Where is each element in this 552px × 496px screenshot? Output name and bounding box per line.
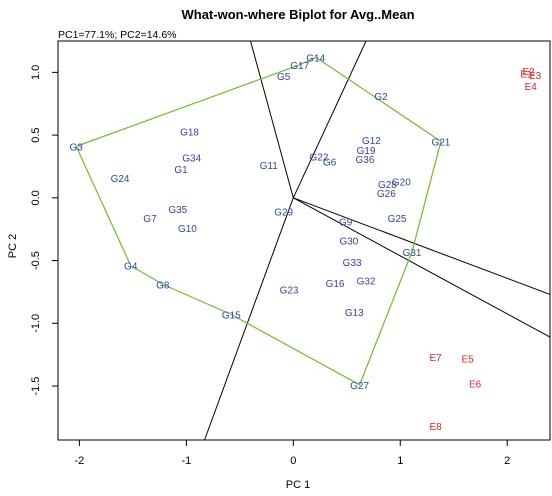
genotype-label-g36: G36 xyxy=(356,155,375,166)
genotype-label-g27: G27 xyxy=(350,381,369,392)
genotype-label-g28: G28 xyxy=(378,180,397,191)
plot-frame xyxy=(57,40,551,441)
genotype-label-g10: G10 xyxy=(178,224,197,235)
genotype-label-g3: G3 xyxy=(70,142,84,153)
y-tick-label: 0.0 xyxy=(30,190,42,205)
environment-label-e8: E8 xyxy=(429,422,442,433)
environment-label-e5: E5 xyxy=(462,354,475,365)
genotype-label-g8: G8 xyxy=(156,280,170,291)
y-tick-label: 0.5 xyxy=(30,127,42,142)
genotype-label-g4: G4 xyxy=(124,262,138,273)
environment-label-e6: E6 xyxy=(469,380,482,391)
genotype-label-g32: G32 xyxy=(357,277,376,288)
genotype-label-g20: G20 xyxy=(392,178,411,189)
y-tick-label: -1.5 xyxy=(30,377,42,396)
environment-label-e1: E1 xyxy=(520,70,533,81)
genotype-label-g16: G16 xyxy=(326,279,345,290)
chart-title: What-won-where Biplot for Avg..Mean xyxy=(181,7,414,22)
environment-label-e2: E2 xyxy=(522,67,535,78)
x-tick-label: 2 xyxy=(504,455,510,467)
environment-label-e7: E7 xyxy=(429,353,442,364)
x-tick-label: 0 xyxy=(290,455,296,467)
genotype-label-g23: G23 xyxy=(280,285,299,296)
y-tick-label: -0.5 xyxy=(30,251,42,270)
ray-line-2 xyxy=(292,41,367,199)
genotype-label-g22: G22 xyxy=(310,152,329,163)
genotype-label-g19: G19 xyxy=(357,146,376,157)
genotype-label-g6: G6 xyxy=(323,157,337,168)
y-axis-label: PC 2 xyxy=(7,234,19,258)
chart-subtitle: PC1=77.1%; PC2=14.6% xyxy=(58,29,177,41)
x-tick-label: 1 xyxy=(397,455,403,467)
genotype-label-g26: G26 xyxy=(377,189,396,200)
genotype-label-g5: G5 xyxy=(277,72,291,83)
x-tick-label: -2 xyxy=(75,455,85,467)
genotype-label-g15: G15 xyxy=(222,311,241,322)
genotype-label-g34: G34 xyxy=(182,154,201,165)
environment-label-e4: E4 xyxy=(525,82,538,93)
genotype-label-g2: G2 xyxy=(374,92,388,103)
x-tick-label: -1 xyxy=(181,455,191,467)
genotype-label-g17: G17 xyxy=(290,61,309,72)
genotype-label-g30: G30 xyxy=(339,237,358,248)
genotype-label-g14: G14 xyxy=(306,53,325,64)
ray-line-5 xyxy=(204,197,294,440)
genotype-label-g24: G24 xyxy=(111,174,130,185)
ray-line-3 xyxy=(293,197,550,295)
genotype-label-g1: G1 xyxy=(174,165,188,176)
genotype-label-g7: G7 xyxy=(143,214,157,225)
genotype-label-g11: G11 xyxy=(260,161,279,172)
genotype-label-g31: G31 xyxy=(403,248,422,259)
genotype-label-g9: G9 xyxy=(339,218,353,229)
convex-hull-polygon xyxy=(75,56,442,386)
ray-line-4 xyxy=(293,197,550,338)
genotype-label-g33: G33 xyxy=(343,258,362,269)
genotype-label-g25: G25 xyxy=(388,214,407,225)
environment-label-e3: E3 xyxy=(529,71,542,82)
y-tick-label: -1.0 xyxy=(30,314,42,333)
x-axis-label: PC 1 xyxy=(286,479,310,491)
y-tick-label: 1.0 xyxy=(30,65,42,80)
genotype-label-g13: G13 xyxy=(345,308,364,319)
genotype-label-g29: G29 xyxy=(274,208,293,219)
ray-line-1 xyxy=(250,41,294,198)
genotype-label-g12: G12 xyxy=(362,136,381,147)
genotype-label-g18: G18 xyxy=(180,127,199,138)
genotype-label-g35: G35 xyxy=(168,205,187,216)
genotype-label-g21: G21 xyxy=(431,137,450,148)
